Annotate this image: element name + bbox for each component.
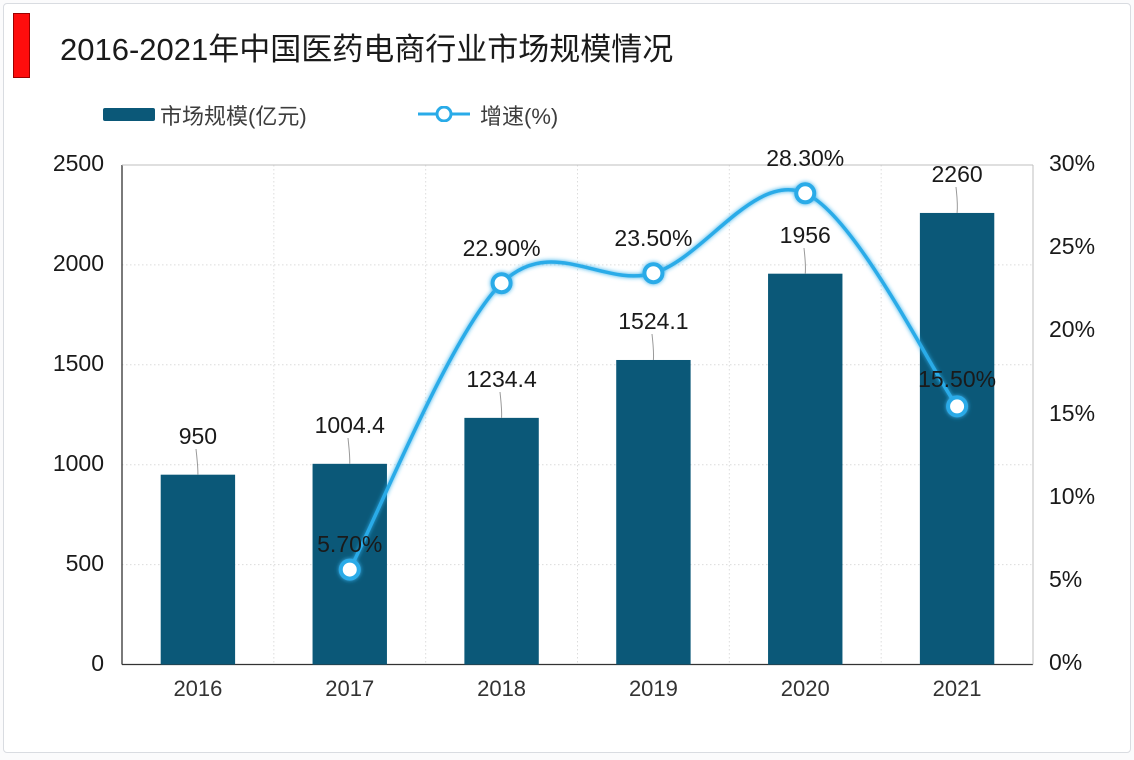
svg-text:2017: 2017 xyxy=(325,676,374,701)
svg-text:2500: 2500 xyxy=(53,150,104,176)
svg-text:500: 500 xyxy=(66,550,104,576)
svg-text:2000: 2000 xyxy=(53,250,104,276)
svg-text:20%: 20% xyxy=(1049,316,1095,342)
svg-text:1004.4: 1004.4 xyxy=(315,412,386,438)
svg-text:2019: 2019 xyxy=(629,676,678,701)
svg-text:2260: 2260 xyxy=(931,161,982,187)
svg-text:25%: 25% xyxy=(1049,233,1095,259)
svg-text:950: 950 xyxy=(179,423,217,449)
svg-text:5.70%: 5.70% xyxy=(317,531,382,557)
svg-text:10%: 10% xyxy=(1049,483,1095,509)
svg-text:5%: 5% xyxy=(1049,566,1082,592)
svg-text:1500: 1500 xyxy=(53,350,104,376)
svg-text:15.50%: 15.50% xyxy=(918,366,996,392)
svg-text:1000: 1000 xyxy=(53,450,104,476)
svg-text:1956: 1956 xyxy=(780,222,831,248)
svg-text:2016: 2016 xyxy=(173,676,222,701)
svg-text:2021: 2021 xyxy=(933,676,982,701)
svg-text:1524.1: 1524.1 xyxy=(618,308,688,334)
svg-text:15%: 15% xyxy=(1049,400,1095,426)
svg-text:28.30%: 28.30% xyxy=(766,145,844,171)
svg-text:1234.4: 1234.4 xyxy=(466,366,537,392)
svg-text:0: 0 xyxy=(91,650,104,676)
svg-text:30%: 30% xyxy=(1049,150,1095,176)
svg-text:2020: 2020 xyxy=(781,676,830,701)
svg-text:23.50%: 23.50% xyxy=(614,225,692,251)
svg-text:22.90%: 22.90% xyxy=(463,235,541,261)
svg-text:2018: 2018 xyxy=(477,676,526,701)
svg-text:0%: 0% xyxy=(1049,649,1082,675)
